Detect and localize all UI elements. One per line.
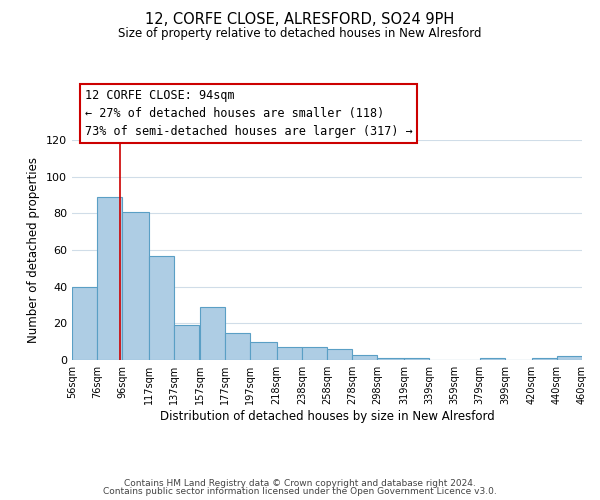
Text: Size of property relative to detached houses in New Alresford: Size of property relative to detached ho… bbox=[118, 28, 482, 40]
Bar bbox=[277, 347, 302, 360]
Bar bbox=[225, 332, 250, 360]
Bar bbox=[377, 358, 404, 360]
Bar bbox=[250, 342, 277, 360]
Bar bbox=[174, 325, 199, 360]
Bar bbox=[404, 358, 429, 360]
Bar bbox=[352, 354, 377, 360]
Bar bbox=[532, 358, 557, 360]
Text: Contains HM Land Registry data © Crown copyright and database right 2024.: Contains HM Land Registry data © Crown c… bbox=[124, 478, 476, 488]
Y-axis label: Number of detached properties: Number of detached properties bbox=[28, 157, 40, 343]
Text: 12, CORFE CLOSE, ALRESFORD, SO24 9PH: 12, CORFE CLOSE, ALRESFORD, SO24 9PH bbox=[145, 12, 455, 28]
Text: 12 CORFE CLOSE: 94sqm
← 27% of detached houses are smaller (118)
73% of semi-det: 12 CORFE CLOSE: 94sqm ← 27% of detached … bbox=[85, 89, 413, 138]
Bar bbox=[72, 286, 97, 360]
Bar bbox=[149, 256, 174, 360]
Text: Contains public sector information licensed under the Open Government Licence v3: Contains public sector information licen… bbox=[103, 487, 497, 496]
Bar bbox=[480, 358, 505, 360]
X-axis label: Distribution of detached houses by size in New Alresford: Distribution of detached houses by size … bbox=[160, 410, 494, 423]
Bar bbox=[302, 347, 327, 360]
Bar bbox=[327, 349, 352, 360]
Bar bbox=[199, 307, 225, 360]
Bar bbox=[122, 212, 149, 360]
Bar bbox=[97, 197, 122, 360]
Bar bbox=[557, 356, 582, 360]
